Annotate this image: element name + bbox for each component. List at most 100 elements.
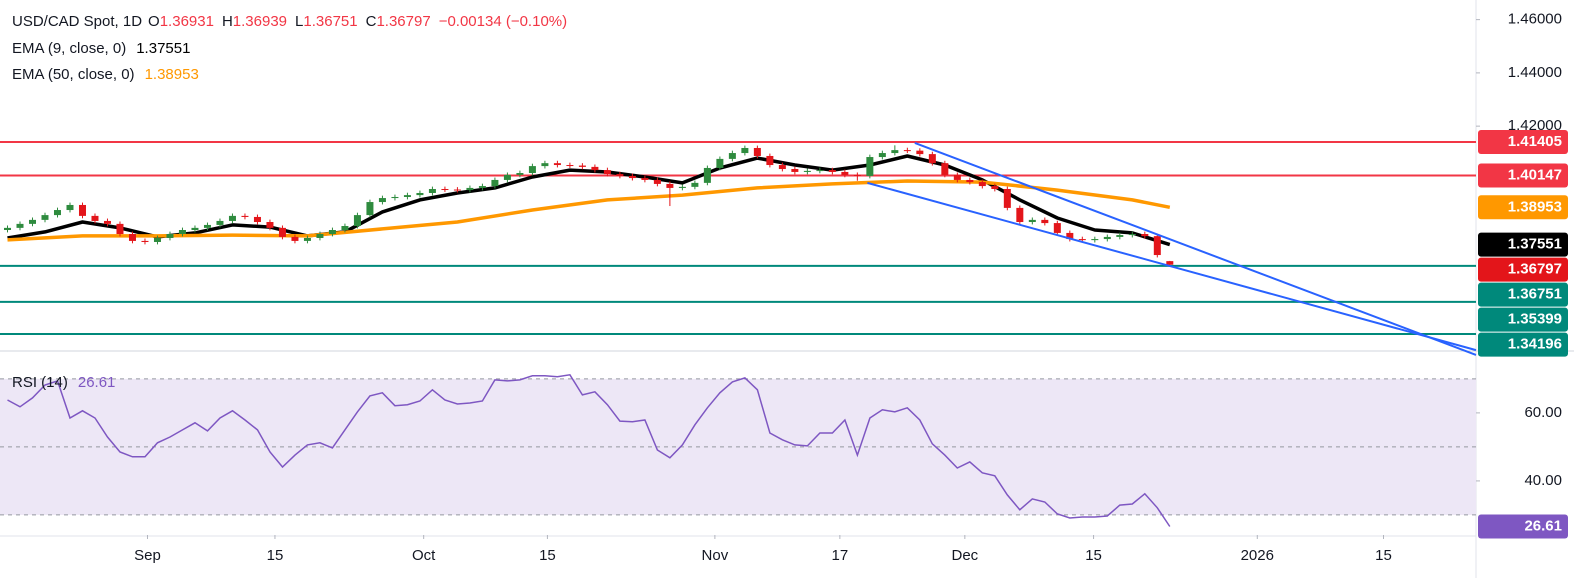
- candle-body: [616, 174, 624, 176]
- candle-body: [16, 223, 24, 228]
- price-tag-label: 1.37551: [1508, 236, 1562, 253]
- candle-body: [753, 147, 761, 156]
- candle-body: [291, 236, 299, 241]
- candle-body: [153, 237, 161, 242]
- price-tag-label: 1.38953: [1508, 198, 1562, 215]
- candle-body: [178, 230, 186, 234]
- candle-body: [703, 167, 711, 183]
- candle-body: [816, 170, 824, 172]
- candle-body: [328, 230, 336, 234]
- candle-body: [741, 147, 749, 154]
- candle-body: [128, 233, 136, 241]
- candle-body: [241, 215, 249, 217]
- price-tag: [1478, 307, 1568, 332]
- candle-body: [1053, 223, 1061, 233]
- candle-body: [553, 163, 561, 166]
- price-tag: [1478, 332, 1568, 357]
- candle-body: [1066, 232, 1074, 240]
- candle-body: [491, 179, 499, 187]
- candle-body: [416, 192, 424, 196]
- legend-name: EMA (50, close, 0): [12, 66, 135, 83]
- price-tag: [1478, 232, 1568, 257]
- candle-body: [116, 223, 124, 234]
- symbol: USD/CAD Spot, 1D: [12, 13, 142, 30]
- candle-body: [991, 186, 999, 189]
- candle-body: [878, 153, 886, 158]
- candle-body: [791, 169, 799, 172]
- price-tag-label: 1.35399: [1508, 311, 1562, 328]
- candle-body: [316, 233, 324, 238]
- candle-body: [91, 215, 99, 221]
- price-tag: [1478, 129, 1568, 154]
- candle-body: [503, 174, 511, 180]
- x-tick-label: 2026: [1241, 547, 1274, 564]
- candle-body: [866, 157, 874, 176]
- candle-body: [191, 227, 199, 231]
- candle-body: [453, 189, 461, 191]
- candle-body: [566, 165, 574, 167]
- x-tick-label: 15: [539, 547, 556, 564]
- price-tag-label: 1.41405: [1508, 133, 1562, 150]
- candle-body: [28, 219, 36, 224]
- candle-body: [378, 198, 386, 203]
- x-tick-label: 15: [1085, 547, 1102, 564]
- candle-body: [216, 220, 224, 225]
- candle-body: [953, 174, 961, 180]
- candle-body: [253, 216, 261, 223]
- candle-body: [403, 195, 411, 197]
- candle-body: [353, 215, 361, 227]
- y-tick-label: 40.00: [1524, 472, 1562, 489]
- candle-body: [141, 240, 149, 242]
- price-tag-label: 1.40147: [1508, 166, 1562, 183]
- candle-body: [1166, 261, 1174, 265]
- ohlc-label: C: [366, 13, 377, 30]
- candle-body: [903, 150, 911, 152]
- candle-body: [653, 179, 661, 184]
- candle-body: [941, 163, 949, 175]
- candle-body: [1091, 239, 1099, 241]
- low-value: 1.36751: [303, 13, 357, 30]
- candle-body: [1078, 239, 1086, 241]
- candle-body: [1128, 233, 1136, 236]
- candle-body: [66, 204, 74, 211]
- change: −0.00134 (−0.10%): [439, 13, 567, 30]
- candle-body: [641, 178, 649, 180]
- candle-body: [666, 183, 674, 188]
- trendline: [867, 181, 1477, 352]
- y-tick-label: 1.42000: [1508, 117, 1562, 134]
- y-tick-label: 1.44000: [1508, 64, 1562, 81]
- candle-body: [778, 165, 786, 170]
- candle-body: [1153, 236, 1161, 256]
- rsi-line: [7, 373, 1171, 527]
- y-tick-label: 1.46000: [1508, 11, 1562, 28]
- candle-body: [366, 202, 374, 216]
- legend-value: 1.38953: [145, 66, 199, 83]
- high-value: 1.36939: [233, 13, 287, 30]
- ema-line: [7, 154, 1171, 247]
- price-tag: [1478, 514, 1568, 539]
- candle-body: [528, 166, 536, 174]
- candle-body: [628, 175, 636, 179]
- candle-body: [916, 150, 924, 155]
- candle-body: [966, 179, 974, 183]
- candle-body: [978, 182, 986, 187]
- x-tick-label: Oct: [412, 547, 436, 564]
- candle-body: [1003, 188, 1011, 208]
- candle-body: [728, 153, 736, 159]
- candle-body: [341, 226, 349, 231]
- rsi-legend: RSI (14) 26.61: [12, 374, 115, 391]
- candle-body: [428, 188, 436, 193]
- x-tick-label: Nov: [702, 547, 729, 564]
- x-tick-label: 15: [267, 547, 284, 564]
- candle-body: [803, 170, 811, 172]
- candle-body: [828, 170, 836, 172]
- price-tag-label: 26.61: [1524, 517, 1562, 534]
- candle-body: [1103, 236, 1111, 240]
- legend-line: EMA (9, close, 0) 1.37551: [12, 40, 190, 57]
- candle-body: [3, 227, 11, 231]
- panes: 1.46000 1.44000 1.42000 Sep 15 Oct 15 Nov 17 Dec 1…: [0, 11, 1568, 564]
- candle-body: [41, 215, 49, 220]
- y-tick-label: 60.00: [1524, 404, 1562, 421]
